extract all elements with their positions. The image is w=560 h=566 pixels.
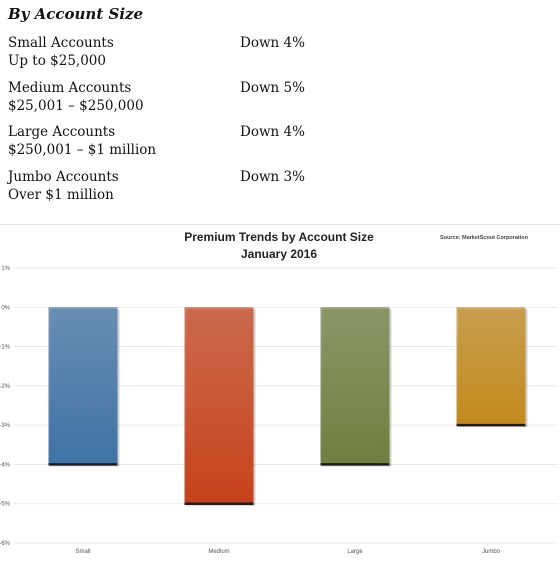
bar-small [48, 307, 118, 465]
y-tick-label: -6% [0, 541, 11, 547]
account-row-jumbo: Jumbo Accounts Over $1 million Down 3% [8, 168, 548, 213]
account-name: Large Accounts [8, 124, 116, 140]
account-change: Down 4% [240, 35, 305, 51]
bar-medium [184, 307, 254, 504]
account-row-medium: Medium Accounts $25,001 – $250,000 Down … [8, 79, 548, 124]
account-change: Down 4% [240, 124, 305, 140]
chart-source: Source: MarketScout Corporation [440, 235, 529, 241]
chart-title: Premium Trends by Account Size [184, 230, 374, 244]
x-tick-label: Medium [208, 549, 229, 555]
x-tick-label: Small [75, 549, 90, 555]
chart-subtitle: January 2016 [241, 247, 317, 261]
account-range: Up to $25,000 [8, 53, 106, 69]
account-row-large: Large Accounts $250,001 – $1 million Dow… [8, 123, 548, 168]
account-change: Down 5% [240, 79, 305, 96]
account-name: Jumbo Accounts [8, 168, 119, 185]
y-tick-label: -4% [0, 462, 11, 468]
y-tick-label: -2% [0, 384, 11, 390]
y-tick-label: -5% [0, 502, 11, 508]
account-name: Medium Accounts [8, 79, 132, 96]
account-size-list: Small Accounts Up to $25,000 Down 4% Med… [8, 34, 548, 212]
chart-canvas: Premium Trends by Account Size January 2… [0, 230, 558, 555]
bar-jumbo [456, 307, 526, 426]
account-range: $250,001 – $1 million [8, 142, 157, 158]
account-name: Small Accounts [8, 35, 114, 51]
y-tick-label: 0% [1, 305, 10, 311]
x-tick-label: Large [347, 549, 363, 555]
section-heading: By Account Size [8, 5, 144, 23]
y-tick-label: -1% [0, 345, 11, 351]
account-change: Down 3% [240, 168, 305, 185]
account-range: Over $1 million [8, 186, 114, 203]
account-row-small: Small Accounts Up to $25,000 Down 4% [8, 34, 548, 79]
account-range: $25,001 – $250,000 [8, 97, 144, 114]
axis-labels: 1% 0% -1% -2% -3% -4% -5% -6% Small Medium Large Ju… [0, 266, 501, 555]
bar-large [320, 307, 390, 465]
y-tick-label: -3% [0, 423, 11, 429]
premium-trends-chart: Premium Trends by Account Size January 2… [0, 224, 560, 566]
x-tick-label: Jumbo [482, 549, 501, 555]
y-tick-label: 1% [1, 266, 10, 272]
bars [48, 307, 528, 506]
